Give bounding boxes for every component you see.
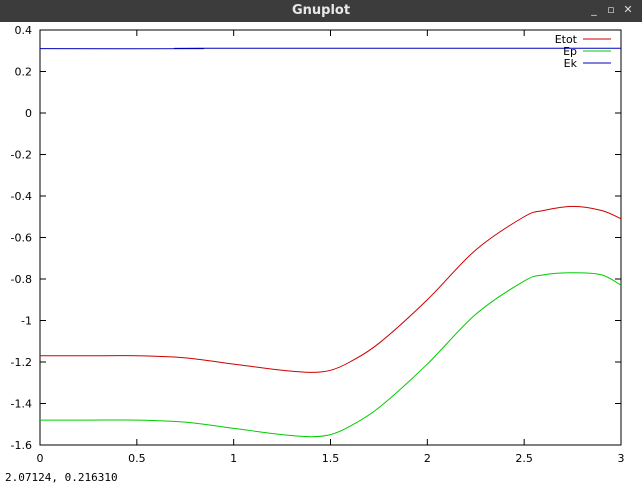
legend-label-ep: Ep <box>563 45 577 58</box>
close-button[interactable]: ✕ <box>623 3 633 16</box>
legend-label-ek: Ek <box>564 57 578 70</box>
y-tick-label: -1 <box>21 315 32 328</box>
x-tick-label: 0.5 <box>128 452 146 465</box>
x-tick-label: 1.5 <box>322 452 340 465</box>
x-tick-label: 1 <box>230 452 237 465</box>
y-tick-label: -1.2 <box>11 356 32 369</box>
y-tick-label: -1.4 <box>11 398 32 411</box>
y-tick-label: -0.2 <box>11 149 32 162</box>
minimize-button[interactable]: _ <box>591 3 597 16</box>
y-tick-label: 0 <box>25 107 32 120</box>
x-tick-label: 2 <box>424 452 431 465</box>
coordinate-readout: 2.07124, 0.216310 <box>5 471 118 484</box>
y-tick-label: -0.6 <box>11 232 32 245</box>
x-tick-label: 3 <box>618 452 625 465</box>
legend-label-etot: Etot <box>555 33 578 46</box>
y-tick-label: 0.2 <box>15 66 33 79</box>
y-tick-label: 0.4 <box>15 24 33 37</box>
series-line-etot <box>40 205 622 373</box>
x-tick-label: 2.5 <box>515 452 533 465</box>
y-tick-label: -1.6 <box>11 439 32 452</box>
title-bar: Gnuplot _ ▫ ✕ <box>0 0 642 22</box>
y-tick-label: -0.8 <box>11 273 32 286</box>
series-line-ep <box>40 272 622 438</box>
y-tick-label: -0.4 <box>11 190 32 203</box>
plot-canvas[interactable]: 0.4 0.2 0 -0.2 -0.4 -0.6 -0.8 -1 -1.2 -1.4 -1.6 0 0.… <box>0 22 642 470</box>
x-tick-label: 0 <box>37 452 44 465</box>
plot-border <box>39 29 622 446</box>
window-title: Gnuplot <box>291 3 351 18</box>
maximize-button[interactable]: ▫ <box>607 3 615 16</box>
